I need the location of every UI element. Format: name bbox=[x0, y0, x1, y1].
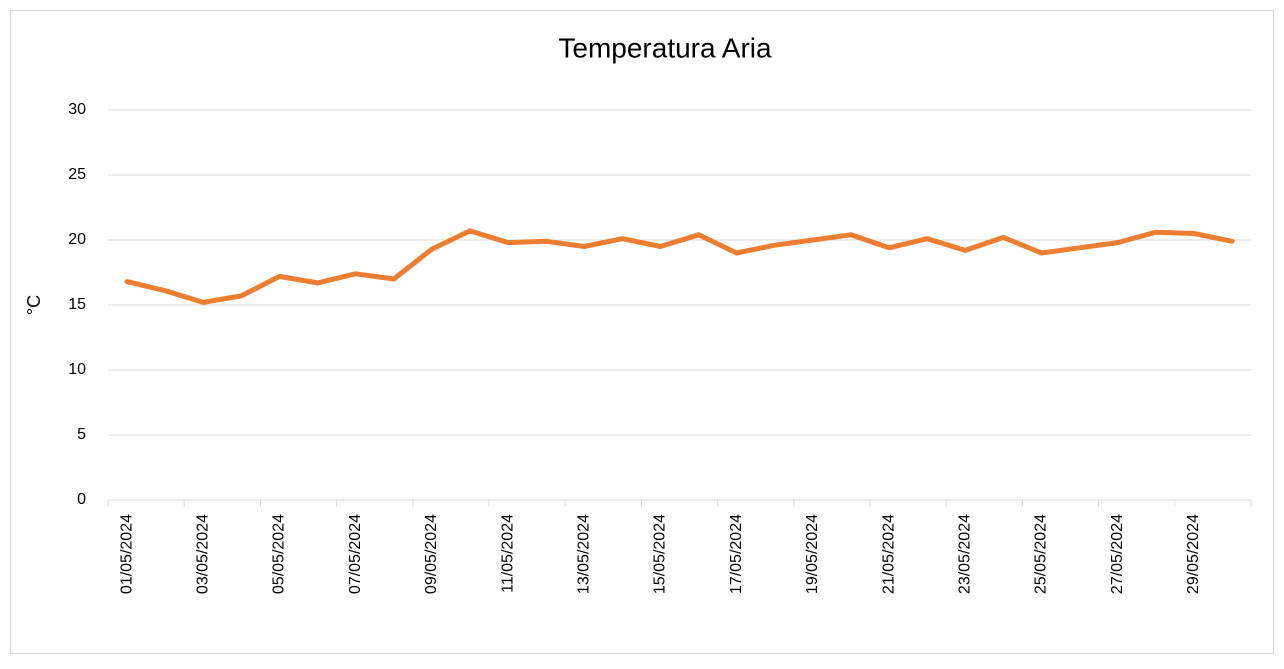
x-tick-label: 03/05/2024 bbox=[194, 514, 211, 594]
line-series bbox=[124, 228, 1235, 305]
x-tick-label: 01/05/2024 bbox=[118, 514, 135, 594]
x-tick-label: 29/05/2024 bbox=[1185, 514, 1202, 594]
x-tick-label: 17/05/2024 bbox=[728, 514, 745, 594]
y-axis-label: °C bbox=[24, 295, 44, 315]
y-tick-label: 10 bbox=[68, 361, 86, 378]
x-tick-label: 21/05/2024 bbox=[880, 514, 897, 594]
chart-border bbox=[10, 10, 1274, 654]
x-tick-label: 05/05/2024 bbox=[271, 514, 288, 594]
y-tick-label: 30 bbox=[68, 101, 86, 118]
chart-title: Temperatura Aria bbox=[558, 32, 772, 63]
x-tick-label: 13/05/2024 bbox=[575, 514, 592, 594]
y-tick-label: 5 bbox=[77, 426, 86, 443]
y-tick-label: 20 bbox=[68, 231, 86, 248]
x-tick-label: 07/05/2024 bbox=[347, 514, 364, 594]
x-tick-label: 19/05/2024 bbox=[804, 514, 821, 594]
y-tick-label: 25 bbox=[68, 166, 86, 183]
y-tick-label: 15 bbox=[68, 296, 86, 313]
x-tick-label: 25/05/2024 bbox=[1033, 514, 1050, 594]
x-tick-label: 23/05/2024 bbox=[956, 514, 973, 594]
x-tick-label: 09/05/2024 bbox=[423, 514, 440, 594]
x-tick-label: 11/05/2024 bbox=[499, 514, 516, 593]
x-tick-label: 27/05/2024 bbox=[1109, 514, 1126, 594]
x-tick-label: 15/05/2024 bbox=[652, 514, 669, 594]
y-tick-label: 0 bbox=[77, 491, 86, 508]
